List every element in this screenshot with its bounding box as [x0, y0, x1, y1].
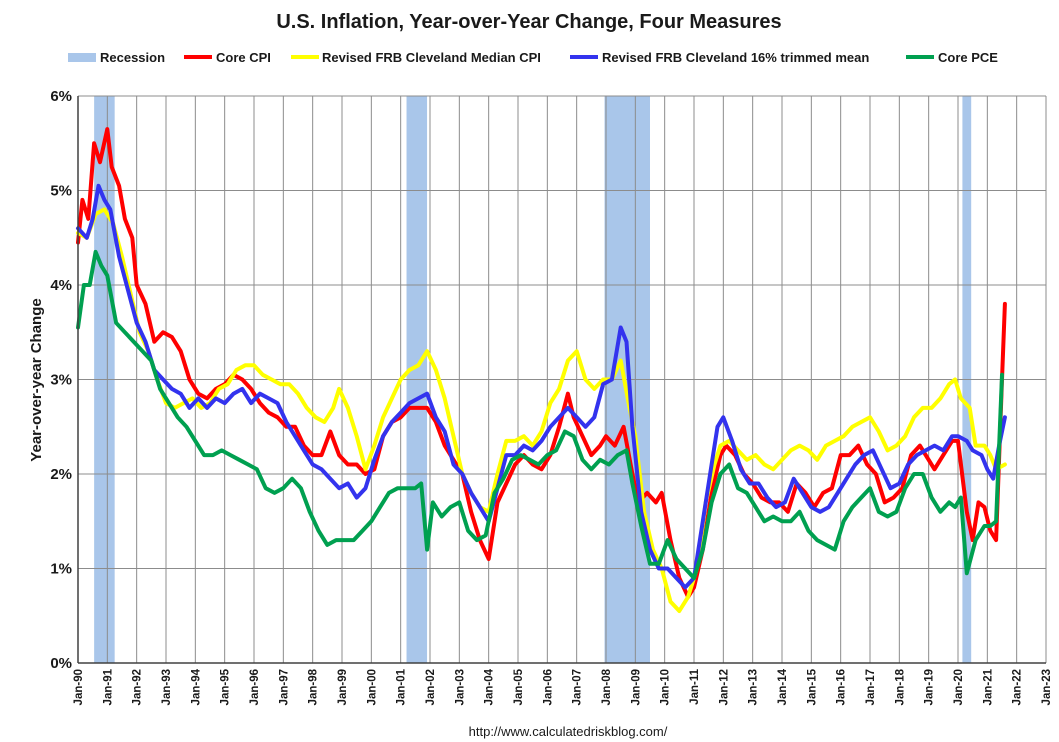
x-tick-label: Jan-04	[484, 668, 496, 705]
y-tick-label: 3%	[50, 372, 72, 389]
x-tick-label: Jan-14	[777, 668, 789, 705]
series-line-revised-frb-cleveland-median-cpi	[76, 207, 1007, 613]
x-tick-label: Jan-03	[454, 669, 466, 705]
x-tick-label: Jan-94	[190, 668, 202, 705]
x-tick-label: Jan-15	[806, 668, 818, 705]
legend-item-core-cpi: Core CPI	[184, 50, 271, 65]
y-axis-label: Year-over-year Change	[28, 298, 45, 461]
x-tick-label: Jan-90	[73, 669, 85, 705]
x-tick-label: Jan-17	[865, 669, 877, 705]
source-url: http://www.calculatedriskblog.com/	[469, 724, 668, 739]
y-tick-label: 5%	[50, 183, 72, 200]
legend-item-median-cpi: Revised FRB Cleveland Median CPI	[291, 50, 541, 65]
x-tick-label: Jan-98	[308, 668, 320, 705]
y-tick-label: 4%	[50, 277, 72, 294]
x-tick-label: Jan-19	[924, 669, 936, 705]
y-tick-label: 6%	[50, 88, 72, 105]
legend-label-core-pce: Core PCE	[938, 50, 998, 65]
y-tick-label: 1%	[50, 561, 72, 578]
series-line-revised-frb-cleveland-16-trimmed-mean	[76, 183, 1007, 590]
x-tick-label: Jan-97	[278, 669, 290, 705]
legend-label-core-cpi: Core CPI	[216, 50, 271, 65]
x-tick-label: Jan-00	[366, 669, 378, 705]
legend-label-median-cpi: Revised FRB Cleveland Median CPI	[322, 50, 541, 65]
x-tick-label: Jan-16	[836, 669, 848, 705]
x-tick-label: Jan-22	[1012, 669, 1024, 705]
legend-label-trimmed-mean: Revised FRB Cleveland 16% trimmed mean	[602, 50, 869, 65]
x-tick-label: Jan-21	[982, 668, 994, 705]
series-line-core-pce	[76, 249, 1004, 580]
x-tick-label: Jan-07	[572, 669, 584, 705]
axes: 0% 1% 2% 3% 4% 5% 6% Jan-90 Jan-91 Jan-92 Jan-93 Ja…	[50, 88, 1053, 705]
y-tick-label: 0%	[50, 655, 72, 672]
x-tick-label: Jan-13	[748, 669, 760, 705]
x-tick-label: Jan-96	[249, 669, 261, 705]
x-tick-label: Jan-92	[132, 669, 144, 705]
legend-swatch-recession	[68, 53, 96, 62]
y-tick-label: 2%	[50, 466, 72, 483]
x-tick-label: Jan-08	[601, 668, 613, 705]
x-tick-label: Jan-91	[102, 668, 114, 705]
x-tick-label: Jan-09	[630, 669, 642, 705]
legend-item-recession: Recession	[68, 50, 165, 65]
x-tick-label: Jan-05	[513, 668, 525, 705]
x-tick-label: Jan-99	[337, 669, 349, 705]
chart-title: U.S. Inflation, Year-over-Year Change, F…	[276, 11, 781, 33]
x-tick-label: Jan-23	[1041, 669, 1053, 705]
x-tick-label: Jan-95	[220, 668, 232, 705]
x-tick-label: Jan-20	[953, 669, 965, 705]
legend-item-trimmed-mean: Revised FRB Cleveland 16% trimmed mean	[570, 50, 869, 65]
x-tick-label: Jan-93	[161, 669, 173, 705]
series-line-core-cpi	[76, 127, 1007, 599]
legend: Recession Core CPI Revised FRB Cleveland…	[68, 50, 998, 65]
x-tick-label: Jan-01	[396, 668, 408, 705]
x-tick-label: Jan-06	[542, 669, 554, 705]
legend-item-core-pce: Core PCE	[906, 50, 998, 65]
x-tick-label: Jan-11	[689, 668, 701, 704]
legend-label-recession: Recession	[100, 50, 165, 65]
x-tick-label: Jan-18	[894, 668, 906, 705]
series-lines	[76, 127, 1007, 613]
x-tick-label: Jan-02	[425, 669, 437, 705]
x-tick-label: Jan-10	[660, 669, 672, 705]
x-tick-label: Jan-12	[718, 669, 730, 705]
